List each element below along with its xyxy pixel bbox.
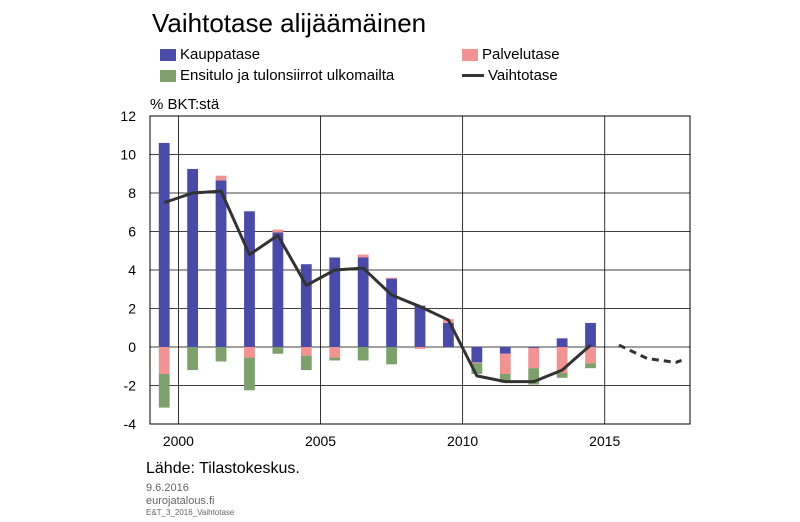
bar-ensitulo	[215, 347, 227, 362]
date-text: 9.6.2016	[146, 482, 189, 494]
bar-kauppatase	[300, 264, 312, 347]
bar-palvelutase	[414, 347, 426, 349]
bar-palvelutase	[585, 347, 596, 364]
y-tick-label: 10	[120, 147, 136, 163]
legend-item-vaihtotase: Vaihtotase	[462, 67, 558, 84]
y-unit-label: % BKT:stä	[150, 96, 220, 113]
bar-kauppatase	[357, 257, 369, 347]
bar-ensitulo	[272, 347, 284, 354]
x-tick-label: 2010	[447, 433, 478, 449]
bar-ensitulo	[357, 347, 369, 361]
bar-kauppatase	[386, 278, 397, 347]
vaihtotase-line	[163, 189, 592, 384]
bar-palvelutase	[300, 347, 312, 356]
vaihtotase-forecast-line	[618, 343, 682, 364]
legend-swatch	[462, 48, 478, 61]
bar-ensitulo	[300, 355, 312, 371]
legend-label: Palvelutase	[482, 46, 560, 63]
bar-kauppatase	[528, 347, 540, 348]
bar-palvelutase	[556, 347, 568, 373]
bar-ensitulo	[499, 373, 511, 383]
bar-kauppatase	[499, 347, 511, 354]
bar-kauppatase	[443, 322, 454, 347]
site-text: eurojatalous.fi	[146, 495, 215, 507]
bar-kauppatase	[329, 257, 341, 347]
y-tick-label: 4	[128, 262, 136, 278]
x-tick-label: 2000	[163, 433, 194, 449]
code-text: E&T_3_2016_Vaihtotase	[146, 508, 235, 517]
bar-ensitulo	[386, 347, 397, 365]
bar-palvelutase	[329, 347, 341, 358]
legend-label: Vaihtotase	[488, 67, 558, 84]
legend-swatch	[160, 69, 176, 82]
y-tick-label: 2	[128, 301, 136, 317]
bar-kauppatase	[556, 338, 568, 347]
legend-label: Ensitulo ja tulonsiirrot ulkomailta	[180, 67, 395, 84]
legend-item-palvelutase: Palvelutase	[462, 46, 560, 63]
y-tick-label: -4	[124, 416, 137, 432]
bar-ensitulo	[528, 368, 540, 385]
bar-kauppatase	[187, 168, 199, 347]
bar-ensitulo	[585, 363, 596, 369]
y-tick-label: 12	[120, 108, 136, 124]
bar-kauppatase	[215, 180, 227, 347]
y-tick-label: 0	[128, 339, 136, 355]
bar-kauppatase	[244, 211, 255, 347]
bar-palvelutase	[357, 254, 369, 258]
x-tick-label: 2015	[589, 433, 620, 449]
bar-kauppatase	[414, 305, 426, 347]
x-tick-label: 2005	[305, 433, 336, 449]
y-tick-label: 6	[128, 224, 136, 240]
bar-palvelutase	[471, 362, 483, 364]
chart-title: Vaihtotase alijäämäinen	[152, 8, 427, 38]
bar-palvelutase	[386, 277, 397, 279]
bar-kauppatase	[471, 347, 483, 363]
bar-ensitulo	[556, 372, 568, 378]
bar-ensitulo	[158, 373, 170, 408]
bar-palvelutase	[528, 347, 540, 369]
bar-palvelutase	[158, 347, 170, 374]
plot-frame	[149, 115, 691, 425]
bar-ensitulo	[471, 363, 483, 374]
bar-palvelutase	[272, 229, 284, 233]
y-tick-label: -2	[124, 378, 137, 394]
y-tick-label: 8	[128, 185, 136, 201]
legend-line	[462, 74, 484, 77]
legend-label: Kauppatase	[180, 46, 261, 63]
source-text: Lähde: Tilastokeskus.	[146, 460, 300, 477]
legend-item-kauppatase: Kauppatase	[160, 46, 260, 63]
bar-kauppatase	[158, 142, 170, 347]
bar-ensitulo	[244, 357, 255, 391]
bar-ensitulo	[187, 347, 199, 371]
legend-swatch	[160, 48, 176, 61]
bar-palvelutase	[244, 347, 255, 358]
bar-palvelutase	[215, 175, 227, 181]
legend-item-ensitulo: Ensitulo ja tulonsiirrot ulkomailta	[160, 67, 394, 84]
bar-kauppatase	[272, 232, 284, 347]
bar-ensitulo	[329, 357, 341, 361]
bar-kauppatase	[585, 322, 596, 347]
bar-palvelutase	[499, 353, 511, 374]
